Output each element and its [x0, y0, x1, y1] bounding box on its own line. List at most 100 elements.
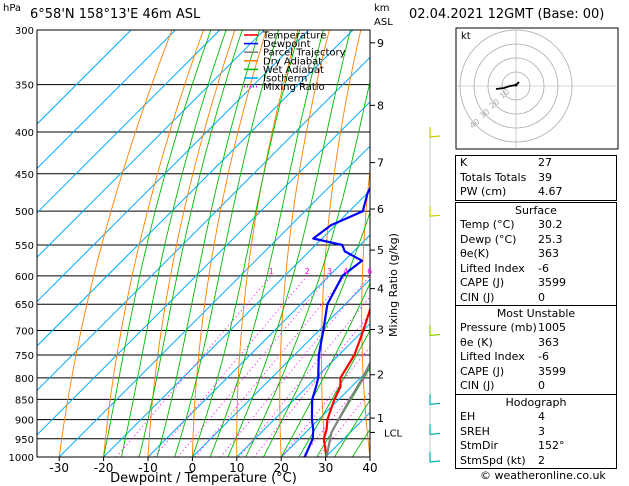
index-row: PW (cm) 4.67	[460, 185, 563, 199]
profile-lines	[303, 186, 370, 457]
isotherm-line	[192, 278, 370, 457]
dry-adiabat	[320, 30, 362, 457]
mixing-ratio-axis-label: Mixing Ratio (g/kg)	[387, 233, 400, 337]
index-row: K 27	[460, 156, 552, 169]
most-unstable-row: CIN (J) 0	[460, 379, 545, 393]
series-parcel-trajectory	[325, 360, 370, 457]
wet-adiabat	[334, 399, 370, 457]
lcl-label: LCL	[384, 428, 403, 439]
hodograph-title: kt	[461, 31, 471, 42]
dry-adiabat	[279, 30, 330, 457]
isotherm-line	[37, 30, 132, 125]
surface-row: Lifted Index -6	[460, 261, 549, 275]
wet-adiabat	[245, 79, 370, 457]
series-temperature	[322, 306, 370, 457]
pressure-tick-label: 500	[15, 207, 34, 218]
legend-label: Parcel Trajectory	[263, 48, 346, 59]
dry-adiabat	[401, 30, 424, 457]
x-tick-label: 20	[274, 461, 289, 475]
x-tick-label: 0	[189, 461, 197, 475]
pressure-tick-label: 850	[15, 395, 34, 406]
pressure-tick-label: 950	[15, 435, 34, 446]
legend-label: Isotherm	[263, 74, 307, 85]
isotherm-line	[147, 234, 370, 457]
legend-label: Dry Adiabat	[263, 56, 322, 67]
mixing-ratio-line	[153, 275, 308, 457]
index-row: Totals Totals 39	[460, 170, 552, 184]
series-dewpoint	[303, 186, 370, 457]
location-label: 6°58'N 158°13'E 46m ASL	[30, 7, 201, 22]
isotherm-line	[236, 323, 370, 457]
km-tick-label: 7	[377, 157, 384, 170]
mixing-ratio-label: 1	[269, 267, 274, 276]
most-unstable-title: Most Unstable	[496, 307, 576, 320]
wet-adiabat	[156, 30, 261, 457]
axes: 1 2 3 4 630035040045050055060065070075080085…	[9, 26, 403, 486]
dry-adiabat	[191, 30, 267, 457]
surface-row: Dewp (°C) 25.3	[460, 232, 563, 246]
pressure-tick-label: 700	[15, 327, 34, 338]
wind-barb	[429, 325, 441, 337]
mixing-ratio-line	[177, 275, 330, 457]
isotherm-line	[37, 30, 265, 258]
surface-row: CIN (J) 0	[460, 290, 545, 304]
isotherm-line	[58, 145, 370, 457]
most-unstable-row: Lifted Index -6	[460, 350, 549, 364]
dry-adiabat	[236, 30, 299, 457]
wet-adiabat	[298, 329, 370, 457]
hodograph-row: StmSpd (kt) 2	[460, 453, 545, 467]
isotherm-line	[37, 30, 176, 170]
x-tick-label: 40	[362, 461, 377, 475]
mixing-ratio-label: 3	[327, 267, 332, 276]
pressure-tick-label: 750	[15, 351, 34, 362]
surface-row: CAPE (J) 3599	[460, 276, 566, 290]
pressure-tick-label: 1000	[9, 453, 34, 464]
mixing-ratio-label: 6	[367, 267, 372, 276]
km-tick-label: 6	[377, 203, 384, 216]
pressure-tick-label: 450	[15, 170, 34, 181]
x-tick-label: -20	[94, 461, 114, 475]
wet-adiabat	[174, 30, 280, 457]
surface-row: Temp (°C) 30.2	[460, 218, 563, 231]
pressure-tick-label: 650	[15, 300, 34, 311]
footer-credit[interactable]: © weatheronline.co.uk	[480, 469, 606, 482]
km-tick-label: 5	[377, 244, 384, 257]
pressure-tick-label: 600	[15, 272, 34, 283]
pressure-tick-label: 400	[15, 128, 34, 139]
wet-adiabat	[263, 210, 370, 457]
km-tick-label: 8	[377, 99, 384, 112]
dry-adiabat	[103, 30, 204, 457]
surface-title: Surface	[515, 204, 557, 217]
legend-label: Dewpoint	[263, 39, 311, 50]
dry-adiabat	[147, 30, 236, 457]
asl-label: ASL	[374, 17, 393, 28]
hpa-label: hPa	[3, 3, 22, 14]
km-tick-label: 2	[377, 369, 384, 382]
hodograph-row: StmDir 152°	[460, 439, 565, 453]
wind-barb	[429, 394, 441, 406]
indices-box: K 27 Totals Totals 39 PW (cm) 4.67	[455, 155, 617, 201]
x-tick-label: 10	[229, 461, 244, 475]
plot-frame	[36, 29, 371, 458]
legend-label: Temperature	[262, 31, 326, 42]
surface-row: θe(K) 363	[460, 247, 559, 261]
surface-box: Surface Temp (°C) 30.2 Dewp (°C) 25.3 θe(K…	[455, 202, 617, 307]
hodograph-row: EH 4	[460, 410, 545, 423]
km-tick-label: 1	[377, 412, 384, 425]
most-unstable-row: CAPE (J) 3599	[460, 364, 566, 378]
wet-adiabat	[120, 30, 227, 457]
background-lines	[37, 30, 424, 457]
hodograph-row: SREH 3	[460, 424, 545, 438]
x-tick-label: 30	[318, 461, 333, 475]
legend-label: Mixing Ratio	[263, 82, 325, 93]
most-unstable-row: Pressure (mb) 1005	[460, 321, 566, 334]
hodograph-box-title: Hodograph	[505, 396, 567, 409]
isotherm-line	[280, 367, 370, 457]
km-tick-label: 4	[377, 283, 384, 296]
mixing-ratio-line	[281, 346, 370, 457]
x-tick-label: -30	[49, 461, 69, 475]
pressure-tick-label: 550	[15, 241, 34, 252]
most-unstable-row: θe (K) 363	[460, 335, 559, 349]
